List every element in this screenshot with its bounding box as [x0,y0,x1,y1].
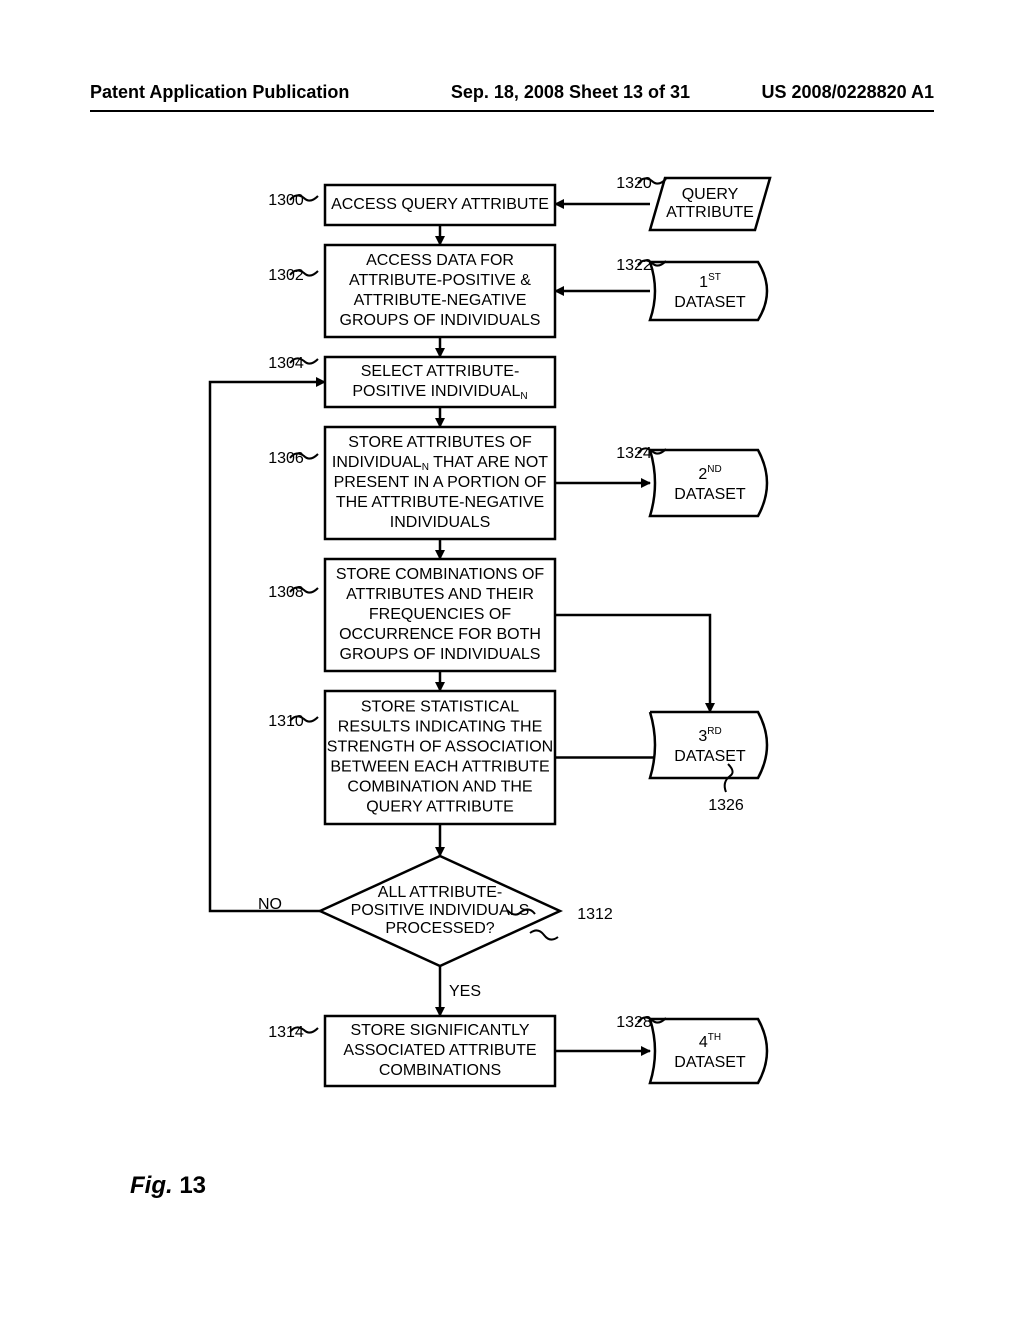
svg-text:QUERY ATTRIBUTE: QUERY ATTRIBUTE [366,799,514,816]
svg-text:DATASET: DATASET [674,486,746,503]
svg-text:ATTRIBUTES AND THEIR: ATTRIBUTES AND THEIR [346,586,534,603]
header-left: Patent Application Publication [90,82,349,103]
svg-text:1312: 1312 [577,906,613,923]
svg-text:STORE STATISTICAL: STORE STATISTICAL [361,699,519,716]
page-header: Patent Application Publication Sep. 18, … [90,82,934,103]
svg-text:DATASET: DATASET [674,294,746,311]
svg-text:DATASET: DATASET [674,748,746,765]
svg-text:PROCESSED?: PROCESSED? [385,920,494,937]
page: Patent Application Publication Sep. 18, … [0,0,1024,1320]
figure-prefix: Fig. [130,1172,173,1199]
svg-text:ALL ATTRIBUTE-: ALL ATTRIBUTE- [378,884,502,901]
figure-label: Fig. 13 [130,1172,206,1200]
svg-text:ATTRIBUTE: ATTRIBUTE [666,204,754,221]
svg-text:POSITIVE INDIVIDUALS: POSITIVE INDIVIDUALS [351,902,530,919]
svg-text:YES: YES [449,983,481,1000]
svg-text:STORE SIGNIFICANTLY: STORE SIGNIFICANTLY [351,1022,530,1039]
svg-text:1326: 1326 [708,797,744,814]
svg-text:ACCESS DATA FOR: ACCESS DATA FOR [366,252,514,269]
svg-text:DATASET: DATASET [674,1054,746,1071]
figure-number: 13 [179,1172,206,1199]
svg-text:ASSOCIATED ATTRIBUTE: ASSOCIATED ATTRIBUTE [343,1042,536,1059]
svg-text:INDIVIDUALN THAT ARE NOT: INDIVIDUALN THAT ARE NOT [332,454,548,472]
svg-text:ATTRIBUTE-POSITIVE &: ATTRIBUTE-POSITIVE & [349,272,531,289]
svg-text:GROUPS OF INDIVIDUALS: GROUPS OF INDIVIDUALS [340,646,541,663]
svg-text:SELECT ATTRIBUTE-: SELECT ATTRIBUTE- [361,363,520,380]
svg-text:ATTRIBUTE-NEGATIVE: ATTRIBUTE-NEGATIVE [354,292,527,309]
svg-text:OCCURRENCE FOR BOTH: OCCURRENCE FOR BOTH [339,626,541,643]
svg-text:COMBINATIONS: COMBINATIONS [379,1062,501,1079]
svg-text:QUERY: QUERY [682,186,739,203]
svg-text:BETWEEN EACH ATTRIBUTE: BETWEEN EACH ATTRIBUTE [330,759,549,776]
svg-text:GROUPS OF INDIVIDUALS: GROUPS OF INDIVIDUALS [340,312,541,329]
header-rule [90,110,934,112]
svg-text:THE ATTRIBUTE-NEGATIVE: THE ATTRIBUTE-NEGATIVE [336,494,544,511]
svg-text:FREQUENCIES OF: FREQUENCIES OF [369,606,511,623]
svg-text:STRENGTH OF ASSOCIATION: STRENGTH OF ASSOCIATION [327,739,553,756]
svg-text:STORE COMBINATIONS OF: STORE COMBINATIONS OF [336,566,545,583]
svg-text:INDIVIDUALS: INDIVIDUALS [390,514,490,531]
header-mid: Sep. 18, 2008 Sheet 13 of 31 [349,82,761,103]
svg-text:RESULTS INDICATING THE: RESULTS INDICATING THE [338,719,542,736]
svg-text:POSITIVE INDIVIDUALN: POSITIVE INDIVIDUALN [352,383,527,401]
header-right: US 2008/0228820 A1 [762,82,934,103]
svg-text:STORE ATTRIBUTES OF: STORE ATTRIBUTES OF [348,434,532,451]
svg-text:PRESENT IN A PORTION OF: PRESENT IN A PORTION OF [334,474,547,491]
svg-text:NO: NO [258,896,282,913]
svg-text:COMBINATION AND THE: COMBINATION AND THE [347,779,532,796]
svg-text:ACCESS QUERY ATTRIBUTE: ACCESS QUERY ATTRIBUTE [331,196,549,213]
flowchart-canvas: ACCESS QUERY ATTRIBUTE ACCESS DATA FOR ATT… [0,150,1024,1280]
